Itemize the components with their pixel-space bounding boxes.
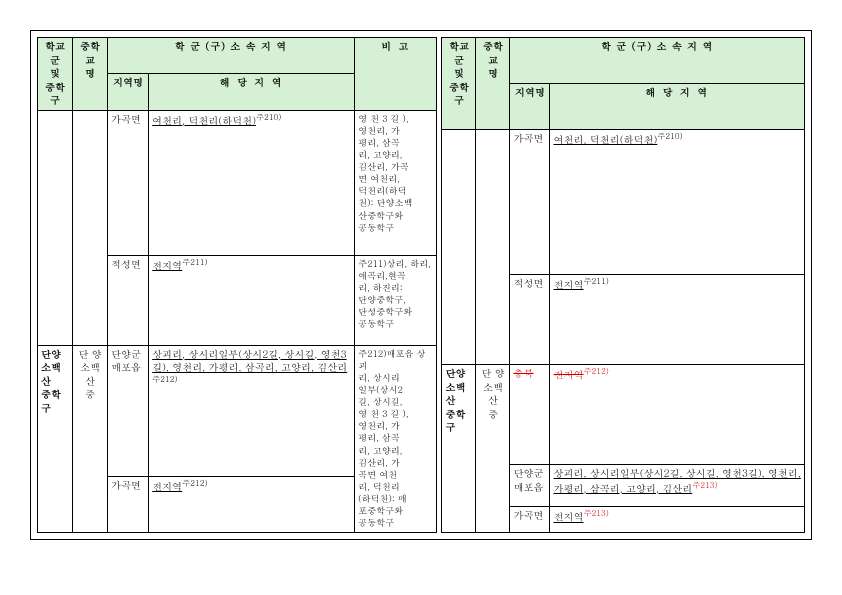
cell-region: 단양군매포읍: [108, 345, 149, 476]
group-label: 단양소백산중학구: [445, 366, 465, 434]
cell-group: 단양소백산중학구: [38, 345, 73, 532]
cell-region: 가곡면: [510, 130, 550, 275]
cell-remark: 주212)매포읍 상괴리, 상시리일부(상시2길, 상시길,영 천 3 길 ),…: [355, 345, 437, 532]
hdr-region-name: 지역명: [108, 74, 149, 110]
cell-detail: 상괴리, 상시리일부(상시2길, 상시길, 영천3길), 영천리, 가평리, 삼…: [550, 465, 805, 507]
cell-detail: 전지역주211): [149, 255, 355, 345]
hdr-school-group: 학교군및중학구: [442, 38, 476, 130]
table-header-row: 학교군및중학구 중학교명 학 군 (구) 소 속 지 역 비 고: [38, 38, 437, 74]
cell-school-blank: [73, 110, 108, 345]
cell-school-blank: [476, 130, 510, 365]
sup-note: 주210): [657, 131, 682, 142]
cell-group: 단양소백산중학구: [442, 365, 476, 533]
cell-group-blank: [442, 130, 476, 365]
detail-text: 전지역: [152, 258, 182, 272]
hdr-school-name: 중학교명: [476, 38, 510, 130]
detail-text: 여천리, 덕천리(하덕천): [553, 132, 657, 146]
detail-text: 여천리, 덕천리(하덕천): [152, 113, 256, 127]
detail-text: 상괴리, 상시리일부(상시2길, 상시길, 영천3길), 영천리, 가평리, 삼…: [553, 466, 800, 495]
table-row: 가곡면 여천리, 덕천리(하덕천)주210) 영 천 3 길 ),영천리, 가평…: [38, 110, 437, 255]
hdr-region-name: 지역명: [510, 84, 550, 130]
detail-text: 전지역: [553, 510, 583, 524]
cell-region: 적성면: [108, 255, 149, 345]
sup-note: 주210): [256, 112, 281, 123]
group-label: 단양소백산중학구: [41, 347, 61, 415]
sup-note: 주211): [583, 276, 608, 287]
right-table: 학교군및중학구 중학교명 학 군 (구) 소 속 지 역 지역명 해 당 지 역…: [441, 37, 805, 533]
hdr-remark: 비 고: [355, 38, 437, 111]
table-header-row: 학교군및중학구 중학교명 학 군 (구) 소 속 지 역: [442, 38, 805, 84]
cell-detail: 여천리, 덕천리(하덕천)주210): [550, 130, 805, 275]
cell-remark: 영 천 3 길 ),영천리, 가평리, 삼곡리, 고양리,김산리, 가곡면 여천…: [355, 110, 437, 255]
sup-note: 주212): [182, 478, 207, 489]
detail-text: 상괴리, 상시리일부(상시2길, 상시길, 영천3길), 영천리, 가평리, 삼…: [152, 347, 347, 375]
sup-note: 주211): [182, 257, 207, 268]
cell-school: 단 양소백산중: [476, 365, 510, 533]
table-row: 단양소백산중학구 단 양소백산중 충북 전지역주212): [442, 365, 805, 465]
hdr-school-name: 중학교명: [73, 38, 108, 111]
cell-group-blank: [38, 110, 73, 345]
cell-detail: 전지역주212): [550, 365, 805, 465]
table-row: 가곡면 여천리, 덕천리(하덕천)주210): [442, 130, 805, 275]
cell-detail: 여천리, 덕천리(하덕천)주210): [149, 110, 355, 255]
sup-note: 주212): [583, 366, 608, 377]
left-table: 학교군및중학구 중학교명 학 군 (구) 소 속 지 역 비 고 지역명 해 당…: [37, 37, 437, 533]
cell-detail: 전지역주213): [550, 507, 805, 532]
page-container: 학교군및중학구 중학교명 학 군 (구) 소 속 지 역 비 고 지역명 해 당…: [30, 30, 812, 540]
hdr-school-group: 학교군및중학구: [38, 38, 73, 111]
hdr-belong: 학 군 (구) 소 속 지 역: [510, 38, 805, 84]
hdr-region-detail: 해 당 지 역: [149, 74, 355, 110]
detail-text: 전지역: [553, 277, 583, 291]
sup-note: 주212): [152, 374, 177, 385]
sup-note: 주213): [692, 480, 717, 491]
cell-school: 단 양소백산중: [73, 345, 108, 532]
cell-remark: 주211)상리, 하리,애곡리,현곡리, 하진리:단양중학구,단성중학구와공동학…: [355, 255, 437, 345]
cell-region: 가곡면: [108, 476, 149, 532]
region-strike: 충북: [513, 366, 533, 380]
cell-detail: 상괴리, 상시리일부(상시2길, 상시길, 영천3길), 영천리, 가평리, 삼…: [149, 345, 355, 476]
cell-region: 적성면: [510, 275, 550, 365]
detail-strike: 전지역: [553, 367, 583, 381]
detail-text: 전지역: [152, 479, 182, 493]
sup-note: 주213): [583, 508, 608, 519]
hdr-region-detail: 해 당 지 역: [550, 84, 805, 130]
cell-region: 단양군매포읍: [510, 465, 550, 507]
cell-detail: 전지역주211): [550, 275, 805, 365]
cell-region: 가곡면: [510, 507, 550, 532]
cell-region: 충북: [510, 365, 550, 465]
cell-region: 가곡면: [108, 110, 149, 255]
table-row: 단양소백산중학구 단 양소백산중 단양군매포읍 상괴리, 상시리일부(상시2길,…: [38, 345, 437, 476]
hdr-belong: 학 군 (구) 소 속 지 역: [108, 38, 355, 74]
cell-detail: 전지역주212): [149, 476, 355, 532]
